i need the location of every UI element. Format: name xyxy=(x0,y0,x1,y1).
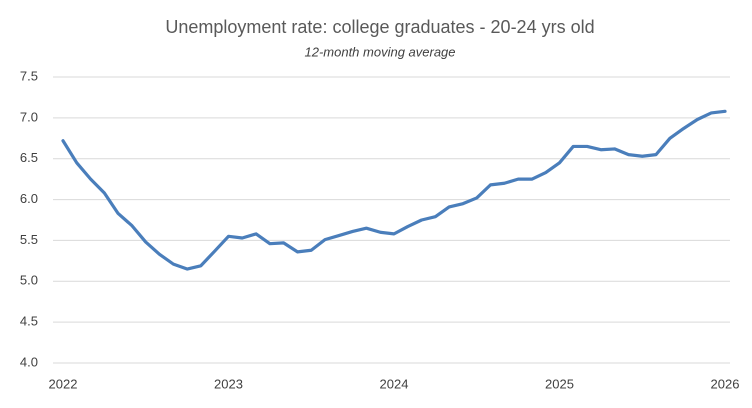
chart-subtitle: 12-month moving average xyxy=(304,44,455,59)
chart-title: Unemployment rate: college graduates - 2… xyxy=(165,17,594,37)
y-tick-label: 5.5 xyxy=(20,232,38,247)
x-tick-label: 2023 xyxy=(214,376,243,391)
y-tick-label: 6.0 xyxy=(20,191,38,206)
y-tick-label: 4.0 xyxy=(20,354,38,369)
y-tick-label: 4.5 xyxy=(20,314,38,329)
x-tick-label: 2024 xyxy=(380,376,409,391)
y-tick-label: 6.5 xyxy=(20,150,38,165)
x-tick-label: 2025 xyxy=(545,376,574,391)
data-line xyxy=(61,109,727,271)
y-tick-label: 7.5 xyxy=(20,68,38,83)
x-tick-label: 2022 xyxy=(49,376,78,391)
y-tick-label: 7.0 xyxy=(20,109,38,124)
x-tick-label: 2026 xyxy=(711,376,740,391)
y-tick-label: 5.0 xyxy=(20,273,38,288)
